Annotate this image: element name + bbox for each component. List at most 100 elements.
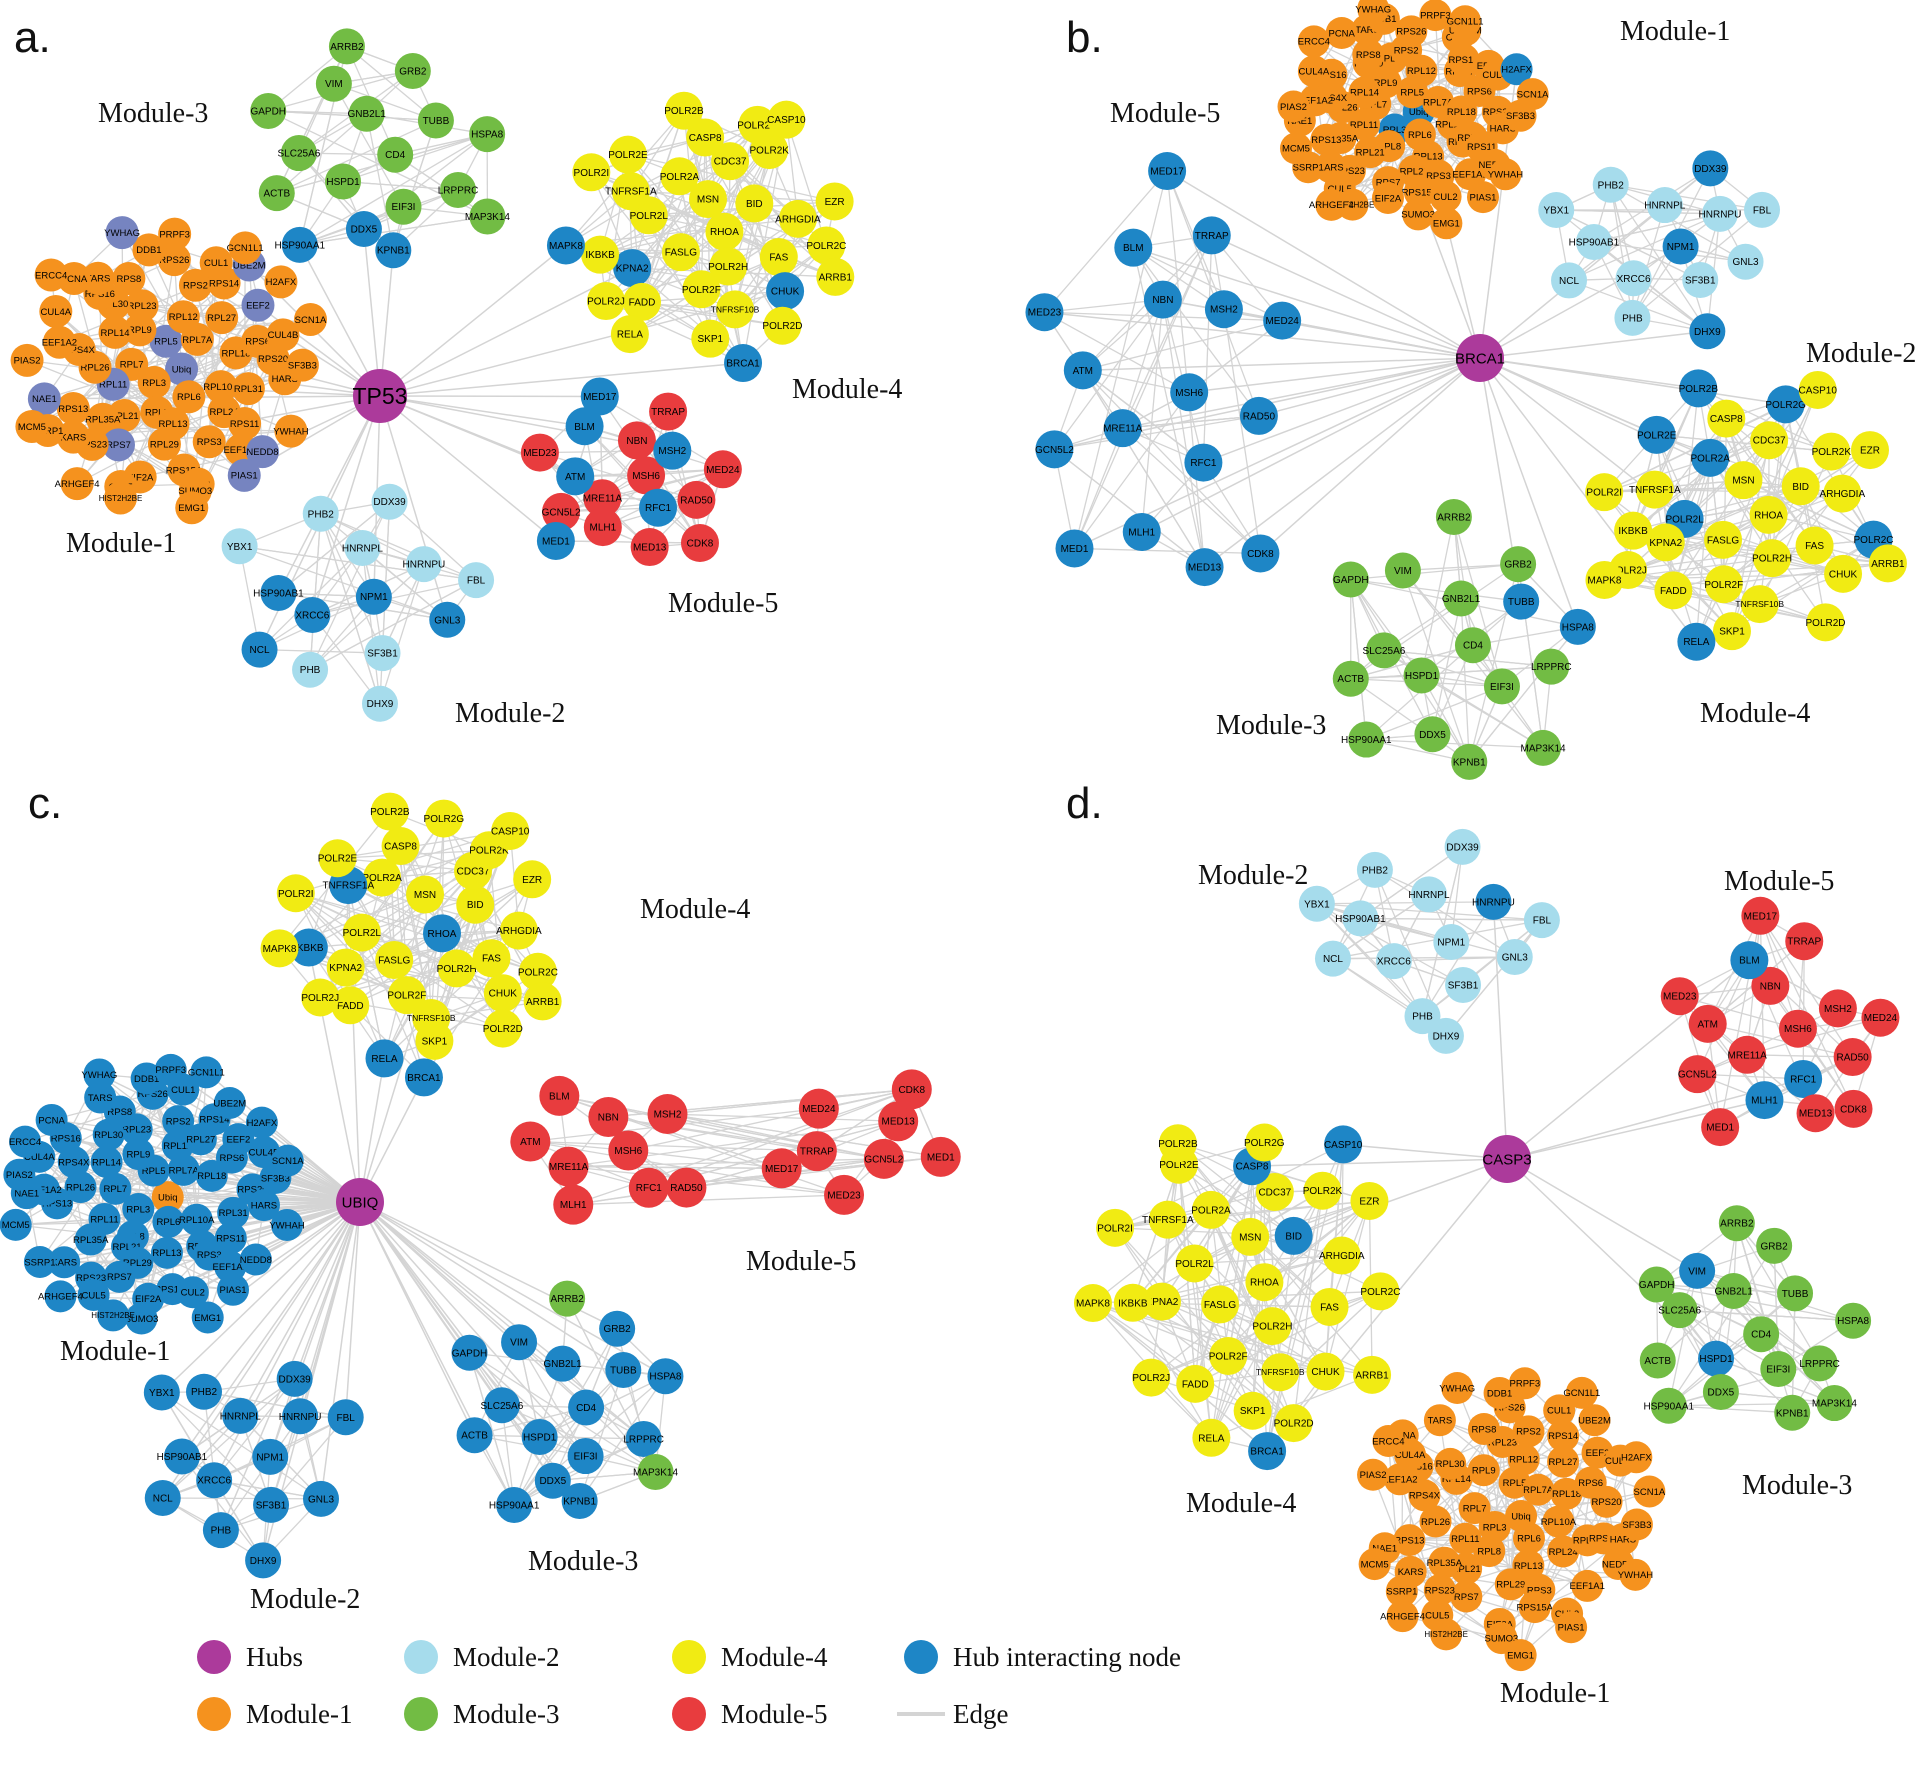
node-msh6 bbox=[1778, 1009, 1817, 1048]
node-rpl9 bbox=[123, 313, 157, 347]
node-scn1a bbox=[271, 1144, 304, 1177]
node-rps7 bbox=[103, 1260, 136, 1293]
node-med23 bbox=[824, 1174, 865, 1215]
node-pias1 bbox=[217, 1273, 250, 1306]
node-ybx1 bbox=[1538, 192, 1575, 229]
node-cdc37 bbox=[711, 142, 750, 181]
legend-swatch-module-5 bbox=[672, 1697, 706, 1731]
node-label-hspa8: HSPA8 bbox=[649, 1372, 681, 1383]
node-label-rpl3: RPL3 bbox=[1383, 125, 1407, 136]
node-fbl bbox=[1523, 902, 1560, 939]
node-polr2f bbox=[1704, 565, 1743, 604]
node-lrpprc bbox=[1801, 1345, 1838, 1382]
node-map3k14 bbox=[1525, 729, 1562, 766]
node-scn1a bbox=[1633, 1475, 1666, 1508]
node-label-mapk8: MAPK8 bbox=[1076, 1299, 1110, 1310]
node-label-brca1: BRCA1 bbox=[407, 1073, 441, 1084]
node-kars bbox=[48, 1246, 81, 1279]
node-label-rpl23: RPL23 bbox=[1488, 1437, 1517, 1448]
node-actb bbox=[1639, 1342, 1676, 1379]
node-label-rpl9: RPL9 bbox=[128, 325, 152, 336]
legend-label-hub-interacting-node: Hub interacting node bbox=[953, 1642, 1181, 1672]
node-rpl29 bbox=[147, 427, 181, 461]
node-label-h2afx: H2AFX bbox=[1621, 1453, 1652, 1464]
node-scn1a bbox=[293, 303, 327, 337]
node-label-msh2: MSH2 bbox=[658, 446, 686, 457]
node-hist2h2be bbox=[1430, 1618, 1463, 1651]
node-label-eef1a1: EEF1A1 bbox=[223, 445, 258, 456]
node-label-blm: BLM bbox=[574, 422, 595, 433]
node-label-rps20: RPS20 bbox=[237, 1185, 267, 1196]
node-polr2f bbox=[682, 270, 721, 309]
node-gcn1l1 bbox=[228, 231, 262, 265]
hub-node-ubiq bbox=[336, 1178, 384, 1226]
node-casp8 bbox=[1707, 399, 1746, 438]
node-label-rpl26: RPL26 bbox=[1421, 1517, 1450, 1528]
node-ikbkb bbox=[1113, 1283, 1152, 1322]
node-xrcc6 bbox=[1615, 260, 1652, 297]
node-faslg bbox=[661, 233, 700, 272]
module-label-b-module-5: Module-5 bbox=[1110, 98, 1220, 129]
node-brca1 bbox=[404, 1058, 443, 1097]
node-label-tubb: TUBB bbox=[1508, 597, 1535, 608]
module-label-d-module-3: Module-3 bbox=[1742, 1470, 1852, 1501]
node-label-rpl8: RPL8 bbox=[1377, 141, 1401, 152]
node-label-hnrnpu: HNRNPU bbox=[403, 560, 446, 571]
node-label-emg1: EMG1 bbox=[1507, 1650, 1534, 1661]
node-label-rps14: RPS14 bbox=[1548, 1431, 1578, 1442]
node-label-rps26: RPS26 bbox=[1396, 27, 1426, 38]
node-label-pcna: PCNA bbox=[1328, 28, 1355, 39]
node-label-rps26: RPS26 bbox=[1495, 1403, 1525, 1414]
node-cul4b bbox=[266, 318, 300, 352]
node-rps15a bbox=[1518, 1591, 1551, 1624]
node-label-rpl5: RPL5 bbox=[1503, 1478, 1527, 1489]
node-label-gnl3: GNL3 bbox=[434, 615, 461, 626]
node-label-mlh1: MLH1 bbox=[590, 523, 617, 534]
node-gcn1l1 bbox=[1565, 1376, 1598, 1409]
node-label-rpl5: RPL5 bbox=[154, 337, 178, 348]
node-ercc4 bbox=[1297, 25, 1330, 58]
node-label-rpl9: RPL9 bbox=[127, 1149, 151, 1160]
node-label-fas: FAS bbox=[769, 253, 788, 264]
node-label-ercc4: ERCC4 bbox=[1298, 37, 1330, 48]
node-ube2m bbox=[1578, 1404, 1611, 1437]
node-cd4 bbox=[1743, 1316, 1780, 1353]
node-label-hars: HARS bbox=[272, 374, 298, 385]
node-emg1 bbox=[175, 491, 209, 525]
node-label-bid: BID bbox=[1792, 482, 1809, 493]
node-phb2 bbox=[186, 1373, 223, 1410]
node-label-arhgef4: ARHGEF4 bbox=[55, 479, 100, 490]
node-label-rps13: RPS13 bbox=[42, 1199, 72, 1210]
node-fas bbox=[1310, 1287, 1349, 1326]
node-ybx1 bbox=[221, 528, 258, 565]
node-hspd1 bbox=[325, 163, 362, 200]
node-label-rpl35a: RPL35A bbox=[85, 415, 121, 426]
node-ssrp1 bbox=[23, 1245, 56, 1278]
node-label-scn1a: SCN1A bbox=[295, 315, 327, 326]
node-map3k14 bbox=[637, 1453, 674, 1490]
node-polr2l bbox=[1175, 1244, 1214, 1283]
node-rpl12 bbox=[1507, 1443, 1540, 1476]
node-rfc1 bbox=[1784, 1059, 1823, 1098]
node-polr2g bbox=[738, 105, 777, 144]
node-label-polr2f: POLR2F bbox=[1209, 1351, 1248, 1362]
node-mapk8 bbox=[1585, 560, 1624, 599]
node-label-atm: ATM bbox=[1698, 1019, 1718, 1030]
node-rpl31 bbox=[231, 372, 265, 406]
node-label-casp10: CASP10 bbox=[1799, 385, 1838, 396]
node-eif2a bbox=[1371, 181, 1404, 214]
node-rps13 bbox=[1310, 123, 1343, 156]
node-label-actb: ACTB bbox=[263, 189, 290, 200]
node-label-cdk8: CDK8 bbox=[1247, 549, 1274, 560]
node-tars bbox=[84, 1081, 117, 1114]
node-label-fas: FAS bbox=[1320, 1302, 1339, 1313]
node-label-lrpprc: LRPPRC bbox=[438, 185, 479, 196]
node-label-brca1: BRCA1 bbox=[1250, 1447, 1284, 1458]
node-npm1 bbox=[252, 1438, 289, 1475]
node-label-med24: MED24 bbox=[802, 1104, 836, 1115]
node-label-casp8: CASP8 bbox=[384, 842, 417, 853]
node-label-ezr: EZR bbox=[1359, 1196, 1379, 1207]
node-label-polr2c: POLR2C bbox=[518, 967, 558, 978]
node-label-ubiq: Ubiq bbox=[158, 1192, 178, 1203]
node-label-hsp90ab1: HSP90AB1 bbox=[157, 1452, 208, 1463]
